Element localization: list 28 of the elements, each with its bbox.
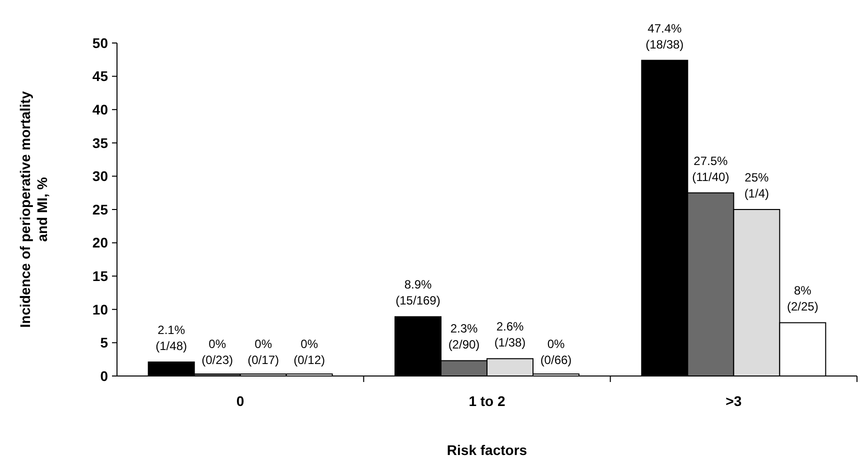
data-label: 0% (0/66)	[540, 337, 572, 367]
y-tick-label: 15	[92, 268, 108, 284]
data-label: 0% (0/17)	[248, 337, 280, 367]
data-label: 47.4% (18/38)	[646, 21, 684, 52]
x-tick-label: >3	[726, 393, 742, 409]
data-label: 0% (0/12)	[294, 337, 326, 367]
y-tick-label: 30	[92, 168, 108, 184]
data-label: 2.6% (1/38)	[494, 320, 526, 350]
data-label: 2.1% (1/48)	[156, 323, 188, 354]
y-tick-label: 40	[92, 102, 108, 118]
data-label: 0% (0/23)	[202, 337, 234, 367]
x-tick-label: 0	[236, 393, 244, 409]
y-tick-label: 25	[92, 201, 108, 218]
y-tick-label: 5	[100, 334, 108, 351]
y-tick-label: 20	[92, 234, 108, 251]
data-label: 25% (1/4)	[744, 170, 770, 200]
y-tick-label: 0	[100, 368, 108, 384]
y-axis-title: Incidence of perioperative mortality and MI, %	[17, 91, 50, 328]
data-label: 2.3% (2/90)	[448, 322, 480, 352]
x-axis-title: Risk factors	[446, 442, 528, 458]
y-tick-label: 45	[92, 68, 108, 84]
x-tick-label: 1 to 2	[468, 393, 506, 409]
y-tick-label: 10	[92, 301, 108, 318]
y-tick-label: 35	[92, 134, 108, 151]
data-label: 8% (2/25)	[786, 284, 818, 314]
data-label: 8.9% (15/169)	[396, 278, 440, 308]
y-tick-label: 50	[92, 34, 108, 51]
data-label: 27.5% (11/40)	[692, 154, 730, 184]
